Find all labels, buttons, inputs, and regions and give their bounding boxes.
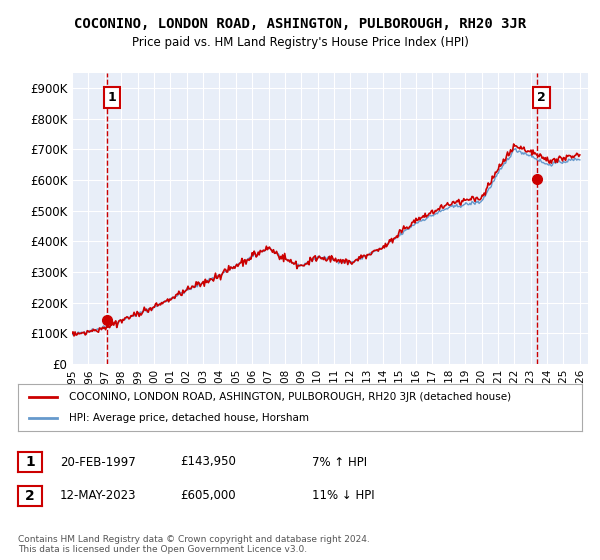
Text: Contains HM Land Registry data © Crown copyright and database right 2024.
This d: Contains HM Land Registry data © Crown c…: [18, 535, 370, 554]
Text: £605,000: £605,000: [180, 489, 236, 502]
Text: 1: 1: [107, 91, 116, 104]
Text: 2: 2: [537, 91, 546, 104]
Text: HPI: Average price, detached house, Horsham: HPI: Average price, detached house, Hors…: [69, 413, 309, 423]
Text: 11% ↓ HPI: 11% ↓ HPI: [312, 489, 374, 502]
Text: Price paid vs. HM Land Registry's House Price Index (HPI): Price paid vs. HM Land Registry's House …: [131, 36, 469, 49]
Text: COCONINO, LONDON ROAD, ASHINGTON, PULBOROUGH, RH20 3JR (detached house): COCONINO, LONDON ROAD, ASHINGTON, PULBOR…: [69, 392, 511, 402]
Text: COCONINO, LONDON ROAD, ASHINGTON, PULBOROUGH, RH20 3JR: COCONINO, LONDON ROAD, ASHINGTON, PULBOR…: [74, 17, 526, 31]
Text: 12-MAY-2023: 12-MAY-2023: [60, 489, 137, 502]
Text: £143,950: £143,950: [180, 455, 236, 469]
Text: 20-FEB-1997: 20-FEB-1997: [60, 455, 136, 469]
Text: 1: 1: [25, 455, 35, 469]
Text: 7% ↑ HPI: 7% ↑ HPI: [312, 455, 367, 469]
Text: 2: 2: [25, 488, 35, 503]
